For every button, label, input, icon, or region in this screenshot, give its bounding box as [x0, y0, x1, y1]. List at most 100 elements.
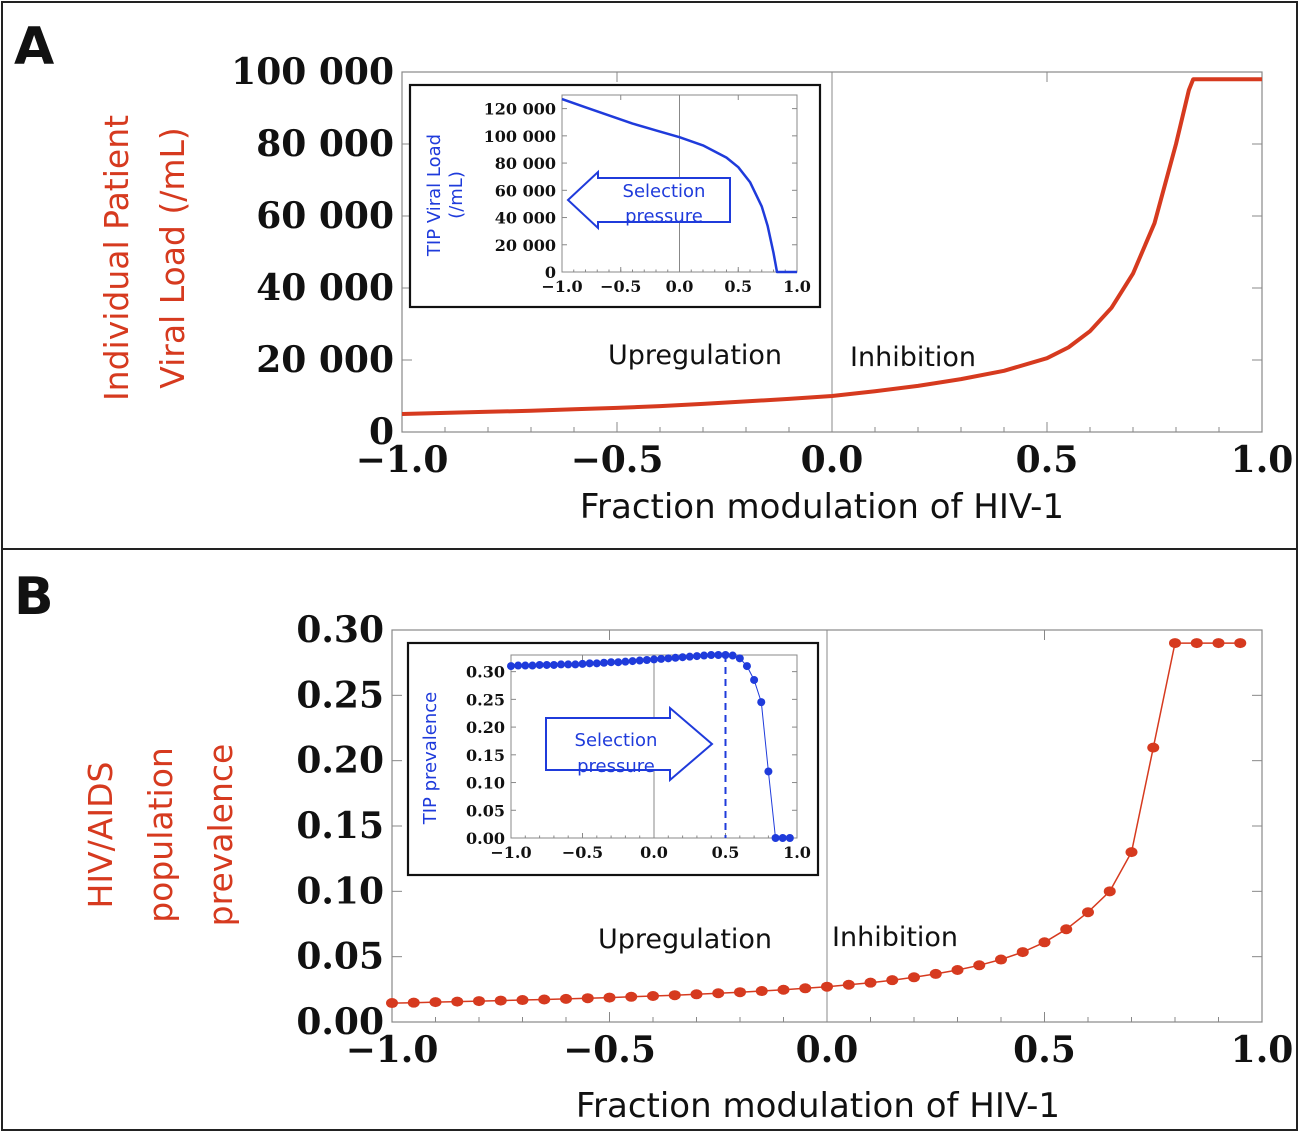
panel-a-y-tick-label: 100 000	[231, 51, 394, 93]
panel-a-chart: −1.0 −0.5 0.0 0.5 1.0 0 20 000 40 000 60 000 80 0…	[231, 51, 1293, 481]
panel-b-y-axis-title-line1: HIV/AIDS	[81, 762, 120, 909]
panel-b-inset-y-tick-label: 0.15	[466, 746, 505, 765]
panel-a-inset-y-tick-label: 40 000	[495, 209, 556, 228]
panel-b-x-tick-label: −1.0	[346, 1029, 439, 1071]
panel-b-y-tick-label: 0.05	[296, 936, 384, 978]
panel-a-inset-series-line	[561, 97, 797, 274]
panel-b-upregulation-label: Upregulation	[598, 924, 772, 955]
panel-b-inset-data-point	[735, 654, 744, 663]
panel-b-data-point	[864, 977, 877, 988]
panel-b-inset-y-tick-label: 0.10	[466, 774, 505, 793]
panel-b-inset-data-point	[750, 675, 759, 684]
panel-b-y-tick-label: 0.15	[296, 805, 384, 847]
panel-b-selection-arrow	[545, 705, 714, 783]
panel-b-inset-data-point	[671, 653, 680, 662]
panel-b-data-point	[581, 993, 594, 1004]
panel-b-data-point	[668, 990, 681, 1001]
panel-b-x-axis-title: Fraction modulation of HIV-1	[576, 1086, 1060, 1126]
panel-b-inset-x-tick-label: −0.5	[562, 843, 603, 862]
panel-a-inhibition-label: Inhibition	[850, 342, 976, 373]
panel-b-data-point	[1082, 907, 1094, 918]
panel-a-y-axis-title-line1: Individual Patient	[97, 115, 136, 401]
panel-a-inset-y-tick-label: 0	[545, 263, 556, 282]
panel-a-inset-x-tick-label: 1.0	[783, 277, 811, 296]
panel-b-data-point	[973, 960, 986, 971]
panel-b-inset-x-tick-label: 1.0	[783, 843, 811, 862]
panel-a-y-axis-title-line2: Viral Load (/mL)	[153, 127, 192, 389]
panel-a-inset-x-tick-label: 0.0	[666, 277, 694, 296]
panel-a-y-tick-label: 20 000	[256, 339, 394, 381]
panel-a-inset: TIP Viral Load (/mL) −1.0 −0.5 0.0 0.5 1.0 0 2…	[408, 83, 822, 309]
panel-b-data-point	[951, 964, 964, 975]
panel-a-inset-y-tick-label: 60 000	[495, 181, 556, 200]
panel-b-inset-data-point	[764, 767, 773, 776]
panel-b-inset-data-point	[542, 660, 551, 669]
panel-b-inset-data-point	[628, 657, 637, 666]
panel-b-data-point	[1190, 638, 1203, 649]
panel-b-data-point	[494, 995, 507, 1006]
panel-b-data-point	[1212, 638, 1225, 649]
panel-b-border	[1, 548, 1298, 1131]
panel-b-data-point	[647, 990, 659, 1001]
panel-b-data-point	[1103, 886, 1116, 897]
panel-a-x-tick-label: 0.0	[801, 439, 864, 481]
panel-a-x-tick-label: −1.0	[356, 439, 449, 481]
panel-b-y-tick-label: 0.00	[296, 1001, 384, 1043]
panel-a-inset-x-tick-label: −0.5	[600, 277, 641, 296]
panel-b-arrow-text-line1: Selection	[575, 730, 658, 751]
panel-b-inset-data-point	[664, 654, 673, 663]
panel-b-data-point	[407, 997, 420, 1008]
panel-a-arrow-text-line1: Selection	[623, 181, 706, 202]
panel-b-inset-y-tick-label: 0.25	[466, 690, 505, 709]
panel-b-data-point	[908, 972, 920, 983]
panel-b-data-point	[1169, 638, 1181, 649]
panel-b-data-point	[625, 991, 638, 1002]
panel-b-inset-data-point	[607, 658, 616, 667]
panel-b-data-point	[451, 996, 464, 1007]
panel-a-inset-plot: −1.0 −0.5 0.0 0.5 1.0 0 20 000 40 000 60 000 80 0…	[484, 94, 811, 296]
panel-b-data-point	[473, 996, 485, 1007]
panel-b-y-tick-label: 0.10	[296, 870, 384, 912]
panel-b-data-point	[560, 993, 572, 1004]
panel-b-data-point	[690, 989, 703, 1000]
panel-a-arrow-text-line2: pressure	[625, 206, 703, 227]
panel-a-inset-x-tick-label: −1.0	[541, 277, 582, 296]
panel-b-series-connector	[391, 642, 1241, 1004]
panel-b-y-tick-label: 0.30	[296, 609, 384, 651]
panel-b-data-point	[1125, 847, 1138, 858]
panel-b-data-point	[516, 995, 529, 1006]
panel-b-inset-y-title: TIP prevalence	[420, 692, 441, 826]
panel-a-y-tick-label: 0	[369, 411, 394, 453]
panel-b-inset-data-point	[742, 662, 751, 671]
panel-a-upregulation-label: Upregulation	[608, 340, 782, 371]
panel-b-x-tick-label: −0.5	[563, 1029, 656, 1071]
panel-b-inset-data-point	[707, 651, 716, 659]
panel-b-inset-data-point	[650, 655, 658, 664]
panel-a-y-tick-label: 80 000	[256, 123, 394, 165]
panel-b-inset-data-point	[714, 651, 723, 659]
panel-b-inset-data-point	[599, 658, 608, 667]
panel-b-inhibition-label: Inhibition	[832, 922, 958, 953]
panel-a-x-tick-label: −0.5	[571, 439, 664, 481]
panel-b-inset-data-point	[578, 659, 587, 668]
panel-b-inset-data-point	[692, 652, 701, 661]
panel-b-inset-data-point	[785, 834, 794, 842]
panel-b-data-point	[1147, 742, 1160, 753]
panel-a-inset-y-tick-label: 20 000	[495, 236, 556, 255]
panel-b-inset-data-point	[592, 659, 601, 668]
panel-b-y-axis-title-line2: population	[141, 747, 180, 923]
panel-b-inset-y-tick-label: 0.30	[466, 663, 505, 682]
panel-b-inset-x-tick-label: 0.0	[640, 843, 668, 862]
panel-b-data-point	[886, 975, 899, 986]
panel-b-inset-data-point	[621, 657, 630, 666]
panel-b-inset: TIP prevalence −1.0 −0.5 0.0 0.5 1.0 0.00 0.05…	[406, 641, 820, 877]
panel-b-data-point	[777, 984, 790, 995]
panel-b-inset-data-point	[564, 660, 573, 669]
panel-b-arrow-text-line2: pressure	[577, 756, 655, 777]
panel-b-inset-data-point	[557, 660, 566, 669]
panel-a-inset-y-title-line1: TIP Viral Load	[424, 134, 445, 257]
panel-a-inset-y-tick-label: 80 000	[495, 154, 556, 173]
panel-b-inset-data-point	[521, 661, 530, 670]
panel-b-data-point	[755, 986, 768, 997]
panel-b-inset-data-point	[507, 662, 515, 671]
